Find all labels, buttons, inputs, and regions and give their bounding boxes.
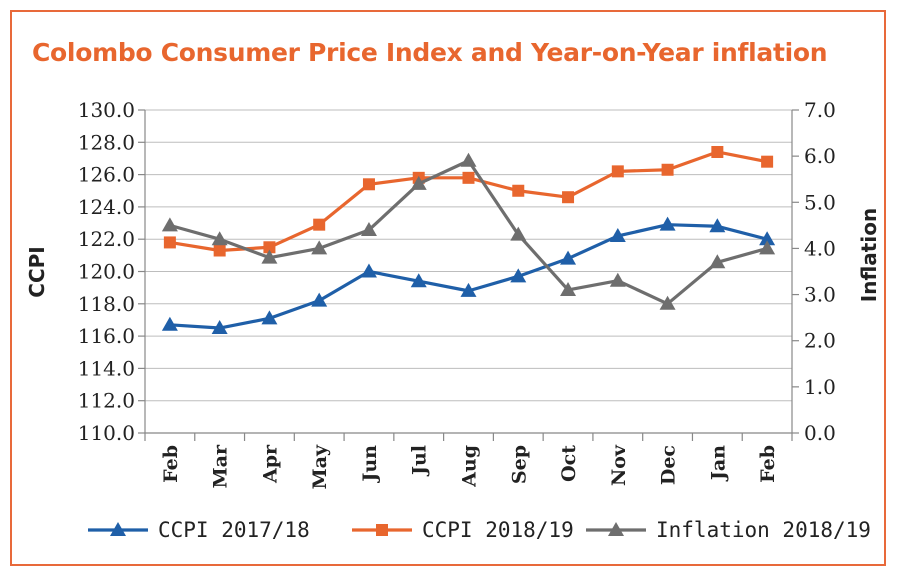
y-axis-label: CCPI — [25, 246, 49, 297]
y2-tick-label: 4.0 — [804, 236, 836, 260]
data-point — [659, 295, 676, 310]
y2-tick-label: 5.0 — [804, 190, 836, 214]
x-tick-label: Jul — [409, 445, 431, 477]
y-tick-label: 124.0 — [78, 195, 135, 219]
x-tick-label: Feb — [757, 445, 779, 483]
series-ccpi-2017-18 — [161, 216, 776, 335]
x-tick-label: Sep — [508, 445, 530, 484]
grid-lines — [145, 109, 792, 402]
y2-tick-label: 6.0 — [804, 144, 836, 168]
series-group — [161, 145, 776, 335]
x-tick-labels: Feb Mar Apr May Jun Jul Aug Sep Oct Nov Dec Jan Feb — [160, 444, 779, 489]
x-tick-label: Dec — [658, 445, 680, 485]
data-point — [311, 240, 328, 255]
data-point — [362, 178, 375, 191]
data-point — [759, 240, 776, 255]
legend: CCPI 2017/18 CCPI 2018/19 Inflation 2018/1… — [88, 518, 871, 542]
x-tick-label: Oct — [558, 445, 580, 482]
data-point — [460, 282, 477, 297]
y2-tick-label: 7.0 — [804, 98, 836, 122]
y-tick-label: 122.0 — [78, 227, 135, 251]
data-point — [709, 254, 726, 269]
x-tick-label: Jan — [707, 445, 729, 482]
x-tick-label: Nov — [608, 444, 630, 486]
chart-frame — [10, 10, 886, 566]
data-point — [161, 217, 178, 232]
data-point — [510, 226, 527, 241]
legend-label: Inflation 2018/19 — [656, 518, 871, 542]
legend-label: CCPI 2018/19 — [422, 518, 574, 542]
series-line — [169, 223, 768, 330]
data-point — [163, 236, 176, 249]
y-tick-label: 118.0 — [78, 292, 135, 316]
x-tick-label: Aug — [459, 445, 481, 488]
data-point — [213, 244, 226, 257]
x-tick-label: Jun — [359, 445, 381, 484]
legend-marker — [376, 524, 388, 536]
y-tick-labels: 110.0 112.0 114.0 116.0 118.0 120.0 122.0 124.0… — [78, 98, 135, 445]
axes — [138, 109, 799, 441]
legend-label: CCPI 2017/18 — [158, 518, 310, 542]
data-point — [659, 216, 676, 231]
data-point — [261, 310, 278, 325]
legend-marker — [110, 522, 126, 536]
y-tick-label: 128.0 — [78, 130, 135, 154]
legend-marker — [608, 522, 624, 536]
chart-title: Colombo Consumer Price Index and Year-on… — [32, 38, 828, 67]
data-point — [263, 241, 276, 254]
series-line — [169, 150, 768, 253]
data-point — [313, 218, 326, 231]
series-inflation-2018-19 — [161, 152, 776, 310]
y-tick-label: 112.0 — [78, 389, 135, 413]
data-point — [410, 273, 427, 288]
y2-tick-labels: 0.0 1.0 2.0 3.0 4.0 5.0 6.0 7.0 — [804, 98, 836, 445]
data-point — [759, 231, 776, 246]
x-tick-label: Feb — [160, 445, 182, 483]
data-point — [512, 184, 525, 197]
y-tick-label: 114.0 — [78, 356, 135, 380]
y2-tick-label: 3.0 — [804, 283, 836, 307]
data-point — [609, 272, 626, 287]
data-point — [711, 145, 724, 158]
series-ccpi-2018-19 — [163, 145, 774, 257]
data-point — [462, 171, 475, 184]
data-point — [410, 175, 427, 190]
y-tick-label: 130.0 — [78, 98, 135, 122]
data-point — [161, 316, 178, 331]
data-point — [611, 165, 624, 178]
data-point — [510, 268, 527, 283]
data-point — [211, 320, 228, 335]
y-tick-label: 126.0 — [78, 163, 135, 187]
data-point — [360, 221, 377, 236]
data-point — [609, 227, 626, 242]
data-point — [560, 281, 577, 296]
data-point — [311, 292, 328, 307]
x-tick-label: Apr — [259, 444, 281, 484]
data-point — [211, 231, 228, 246]
y2-tick-label: 1.0 — [804, 375, 836, 399]
data-point — [560, 250, 577, 265]
y2-tick-label: 0.0 — [804, 421, 836, 445]
data-point — [761, 155, 774, 168]
data-point — [360, 263, 377, 278]
data-point — [261, 249, 278, 264]
y-tick-label: 116.0 — [78, 324, 135, 348]
y2-tick-label: 2.0 — [804, 329, 836, 353]
y-tick-label: 110.0 — [78, 421, 135, 445]
data-point — [460, 152, 477, 167]
y-tick-label: 120.0 — [78, 260, 135, 284]
x-tick-label: Mar — [210, 444, 232, 488]
data-point — [661, 163, 674, 176]
data-point — [709, 218, 726, 233]
data-point — [562, 191, 575, 204]
x-tick-label: May — [309, 444, 331, 489]
y2-axis-label: Inflation — [857, 208, 881, 302]
